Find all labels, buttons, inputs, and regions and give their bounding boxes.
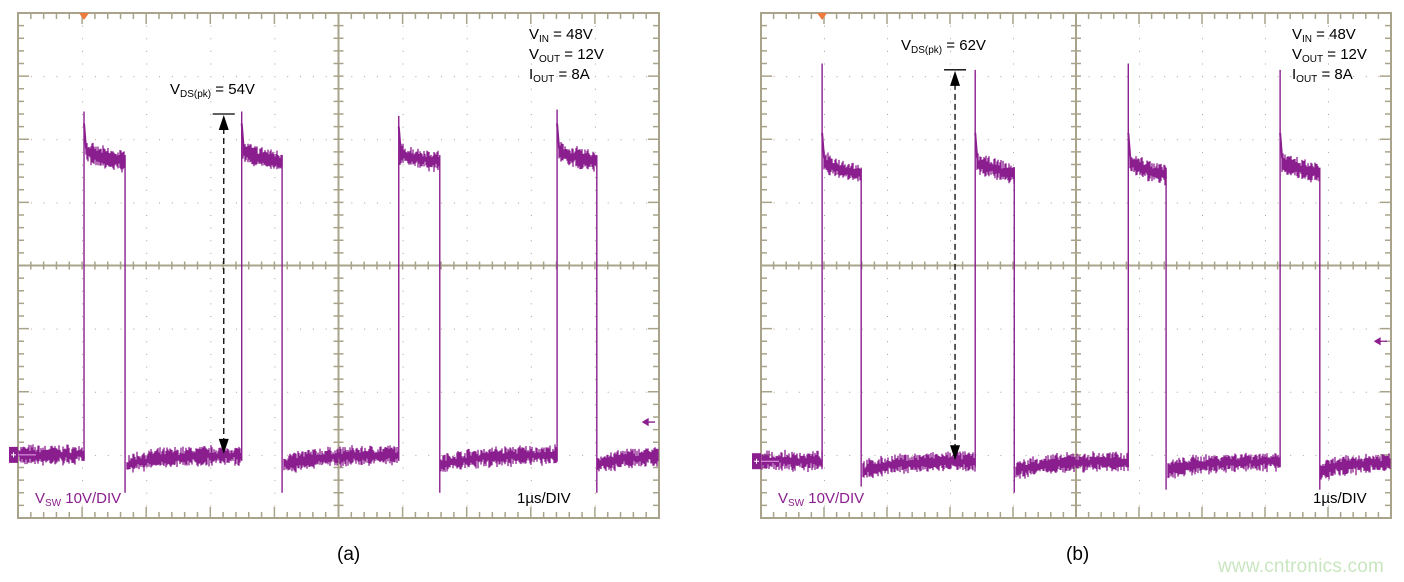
trace-ringing [83, 123, 88, 149]
trigger-level-arrow-icon [641, 417, 655, 427]
trace-on-plateau [1281, 153, 1320, 183]
channel-scale-label: VSW 10V/DIV [35, 490, 122, 509]
trace-baseline-segment [1320, 453, 1391, 480]
scope-plot-a [9, 12, 660, 519]
trace-on-plateau [85, 142, 126, 173]
channel-scale-label: VSW 10V/DIV [778, 490, 865, 509]
trace-on-plateau [399, 143, 440, 172]
trace-baseline-segment [18, 444, 85, 466]
trigger-position-marker-icon [817, 13, 828, 20]
trace-baseline-segment [862, 451, 976, 478]
arrow-up-icon [950, 70, 961, 86]
trace-baseline-segment [440, 444, 558, 472]
vds-peak-annotation: VDS(pk) = 54V [170, 81, 255, 100]
trace-baseline-segment [1015, 451, 1129, 479]
trace-ringing [556, 123, 561, 149]
timebase-label: 1µs/DIV [517, 490, 571, 507]
graticule-border [760, 12, 1392, 519]
trace-on-plateau [558, 142, 597, 172]
graticule-ticks [18, 13, 659, 518]
condition-vin: VIN = 48V [529, 26, 593, 45]
ground-marker-plus-icon [11, 452, 16, 458]
condition-vout: VOUT = 12V [1292, 46, 1367, 65]
scope-capture-b: VIN = 48V VOUT = 12V IOUT = 8A VDS(pk) =… [752, 12, 1392, 519]
caption-a: (a) [337, 544, 361, 565]
scope-plot-b [752, 12, 1392, 519]
trace-baseline-segment [283, 445, 399, 473]
arrow-down-icon [218, 438, 229, 454]
condition-iout: IOUT = 8A [1292, 66, 1353, 85]
ground-marker-plus-icon [754, 458, 759, 464]
trace-on-plateau [1129, 156, 1167, 186]
scope-capture-a: VIN = 48V VOUT = 12V IOUT = 8A VDS(pk) =… [9, 12, 660, 519]
trace-ringing [974, 132, 979, 159]
trigger-position-marker-icon [79, 13, 90, 20]
trace-on-plateau [823, 150, 862, 182]
trace-baseline-segment [1167, 452, 1281, 479]
condition-vin: VIN = 48V [1292, 26, 1356, 45]
arrow-down-icon [950, 445, 961, 461]
trace-baseline-segment [597, 447, 659, 472]
trace-baseline-segment [126, 445, 242, 473]
vds-peak-annotation: VDS(pk) = 62V [901, 37, 986, 56]
caption-b: (b) [1066, 544, 1090, 565]
watermark: www.cntronics.com [1218, 556, 1384, 577]
trace-ringing [1279, 132, 1284, 159]
condition-iout: IOUT = 8A [529, 66, 590, 85]
graticule-border [17, 12, 660, 519]
timebase-label: 1µs/DIV [1313, 490, 1367, 507]
arrow-up-icon [218, 115, 229, 130]
trace-ringing [397, 126, 402, 152]
trace-on-plateau [242, 141, 283, 170]
trigger-level-arrow-icon [1373, 337, 1387, 346]
trace-ringing [240, 123, 245, 149]
trace-on-plateau [976, 153, 1015, 184]
condition-vout: VOUT = 12V [529, 46, 604, 65]
graticule-ticks [761, 13, 1391, 518]
trace-ringing [1127, 132, 1132, 159]
trace-ringing [821, 132, 826, 159]
